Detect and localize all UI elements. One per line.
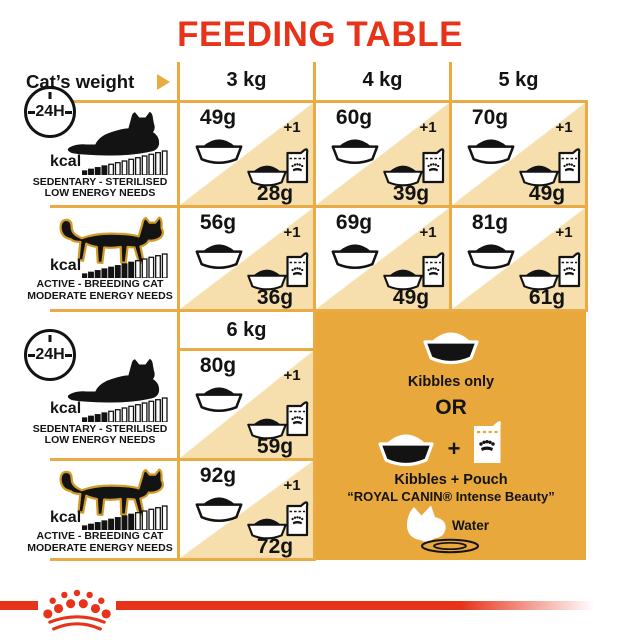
energy-bars-icon [81, 149, 169, 180]
energy-bars-icon [81, 396, 169, 427]
feeding-cell-sedentary-5kg: 70g +1 49g [452, 103, 585, 205]
kcal-label: kcal [50, 509, 82, 526]
table-grid-line [50, 309, 588, 312]
profile-caption-line2: MODERATE ENERGY NEEDS [27, 290, 173, 302]
column-header-4kg: 4 kg [362, 69, 403, 91]
clock-dash [28, 110, 35, 114]
kibbles-with-pouch-amount: 49g [528, 182, 566, 205]
kcal-label: kcal [50, 257, 82, 274]
plus-one-label: +1 [283, 477, 301, 494]
kibble-bowl-icon [328, 135, 382, 166]
column-header-3kg: 3 kg [226, 69, 267, 91]
energy-bars-icon [81, 252, 169, 283]
kibbles-only-amount: 92g [199, 464, 237, 487]
feeding-cell-sedentary-4kg: 60g +1 39g [316, 103, 449, 205]
kibbles-only-amount: 80g [199, 354, 237, 377]
table-grid-line [313, 62, 316, 561]
kibble-bowl-icon [192, 240, 246, 271]
kibbles-only-amount: 69g [335, 211, 373, 234]
table-grid-line [50, 458, 316, 461]
plus-one-label: +1 [283, 224, 301, 241]
24h-clock-icon: 24H [24, 86, 76, 138]
kibbles-only-amount: 81g [471, 211, 509, 234]
kibble-bowl-icon [192, 135, 246, 166]
product-name-label: “ROYAL CANIN® Intense Beauty” [347, 489, 555, 504]
royal-canin-crown-logo [42, 588, 112, 632]
kibbles-only-amount: 49g [199, 106, 237, 129]
table-grid-line [50, 558, 316, 561]
brand-bar-right [116, 601, 594, 610]
kibbles-only-amount: 60g [335, 106, 373, 129]
plus-one-label: +1 [283, 119, 301, 136]
table-grid-line [177, 62, 180, 561]
energy-bars-icon [81, 504, 169, 535]
profile-caption-line2: LOW ENERGY NEEDS [44, 434, 156, 446]
profile-caption-line1: ACTIVE - BREEDING CAT [36, 278, 164, 290]
kibble-bowl-icon [464, 135, 518, 166]
clock-dash [65, 353, 72, 357]
feeding-cell-sedentary-3kg: 49g +1 28g [180, 103, 313, 205]
kibbles-with-pouch-amount: 72g [256, 535, 294, 558]
clock-dash [65, 110, 72, 114]
or-label: OR [435, 396, 467, 419]
water-label: Water [452, 518, 490, 533]
pouch-white-icon [470, 416, 504, 466]
kcal-label: kcal [50, 153, 82, 170]
brand-bar-left [0, 601, 38, 610]
kibbles-with-pouch-amount: 49g [392, 286, 430, 309]
kibbles-with-pouch-amount: 61g [528, 286, 566, 309]
kibbles-with-pouch-amount: 28g [256, 182, 294, 205]
plus-one-label: +1 [419, 224, 437, 241]
profile-caption-line1: SEDENTARY - STERILISED [32, 423, 168, 435]
page-title: FEEDING TABLE [177, 15, 463, 54]
kibble-bowl-icon [328, 240, 382, 271]
24h-clock-icon: 24H [24, 329, 76, 381]
weight-arrow-icon [157, 74, 170, 90]
clock-dash [28, 353, 35, 357]
table-grid-line [50, 205, 588, 208]
kcal-label: kcal [50, 400, 82, 417]
feeding-cell-active-3kg: 56g +1 36g [180, 208, 313, 309]
water-dish-icon [418, 538, 482, 554]
kibble-bowl-icon [192, 383, 246, 414]
kibbles-only-label: Kibbles only [407, 374, 495, 390]
profile-caption-line1: ACTIVE - BREEDING CAT [36, 530, 164, 542]
plus-sign: + [447, 436, 461, 461]
plus-one-label: +1 [555, 119, 573, 136]
plus-one-label: +1 [419, 119, 437, 136]
table-grid-line [449, 62, 452, 312]
feeding-cell-active-5kg: 81g +1 61g [452, 208, 585, 309]
plus-one-label: +1 [283, 367, 301, 384]
kibbles-pouch-label: Kibbles + Pouch [394, 472, 508, 488]
feeding-cell-sedentary-6kg: 80g +1 59g [180, 351, 313, 458]
table-grid-line [50, 100, 588, 103]
kibbles-with-pouch-amount: 36g [256, 286, 294, 309]
kibble-bowl-icon [192, 493, 246, 524]
table-grid-line [180, 348, 316, 351]
kibble-bowl-white-icon [417, 326, 485, 368]
column-header-6kg: 6 kg [226, 319, 267, 341]
24h-label: 24H [35, 346, 65, 363]
plus-one-label: +1 [555, 224, 573, 241]
profile-caption-line2: MODERATE ENERGY NEEDS [27, 542, 173, 554]
24h-label: 24H [35, 103, 65, 120]
feeding-options-panel: Kibbles only OR + Kibbles + Pouch “ROYAL… [316, 312, 586, 560]
column-header-5kg: 5 kg [498, 69, 539, 91]
feeding-cell-active-4kg: 69g +1 49g [316, 208, 449, 309]
table-grid-line [585, 100, 588, 312]
kibbles-with-pouch-amount: 59g [256, 435, 294, 458]
profile-caption-line1: SEDENTARY - STERILISED [32, 176, 168, 188]
kibbles-with-pouch-amount: 39g [392, 182, 430, 205]
profile-caption-line2: LOW ENERGY NEEDS [44, 187, 156, 199]
kibble-bowl-icon [464, 240, 518, 271]
feeding-cell-active-6kg: 92g +1 72g [180, 461, 313, 558]
kibble-bowl-white-icon [372, 428, 440, 470]
kibbles-only-amount: 70g [471, 106, 509, 129]
kibbles-only-amount: 56g [199, 211, 237, 234]
